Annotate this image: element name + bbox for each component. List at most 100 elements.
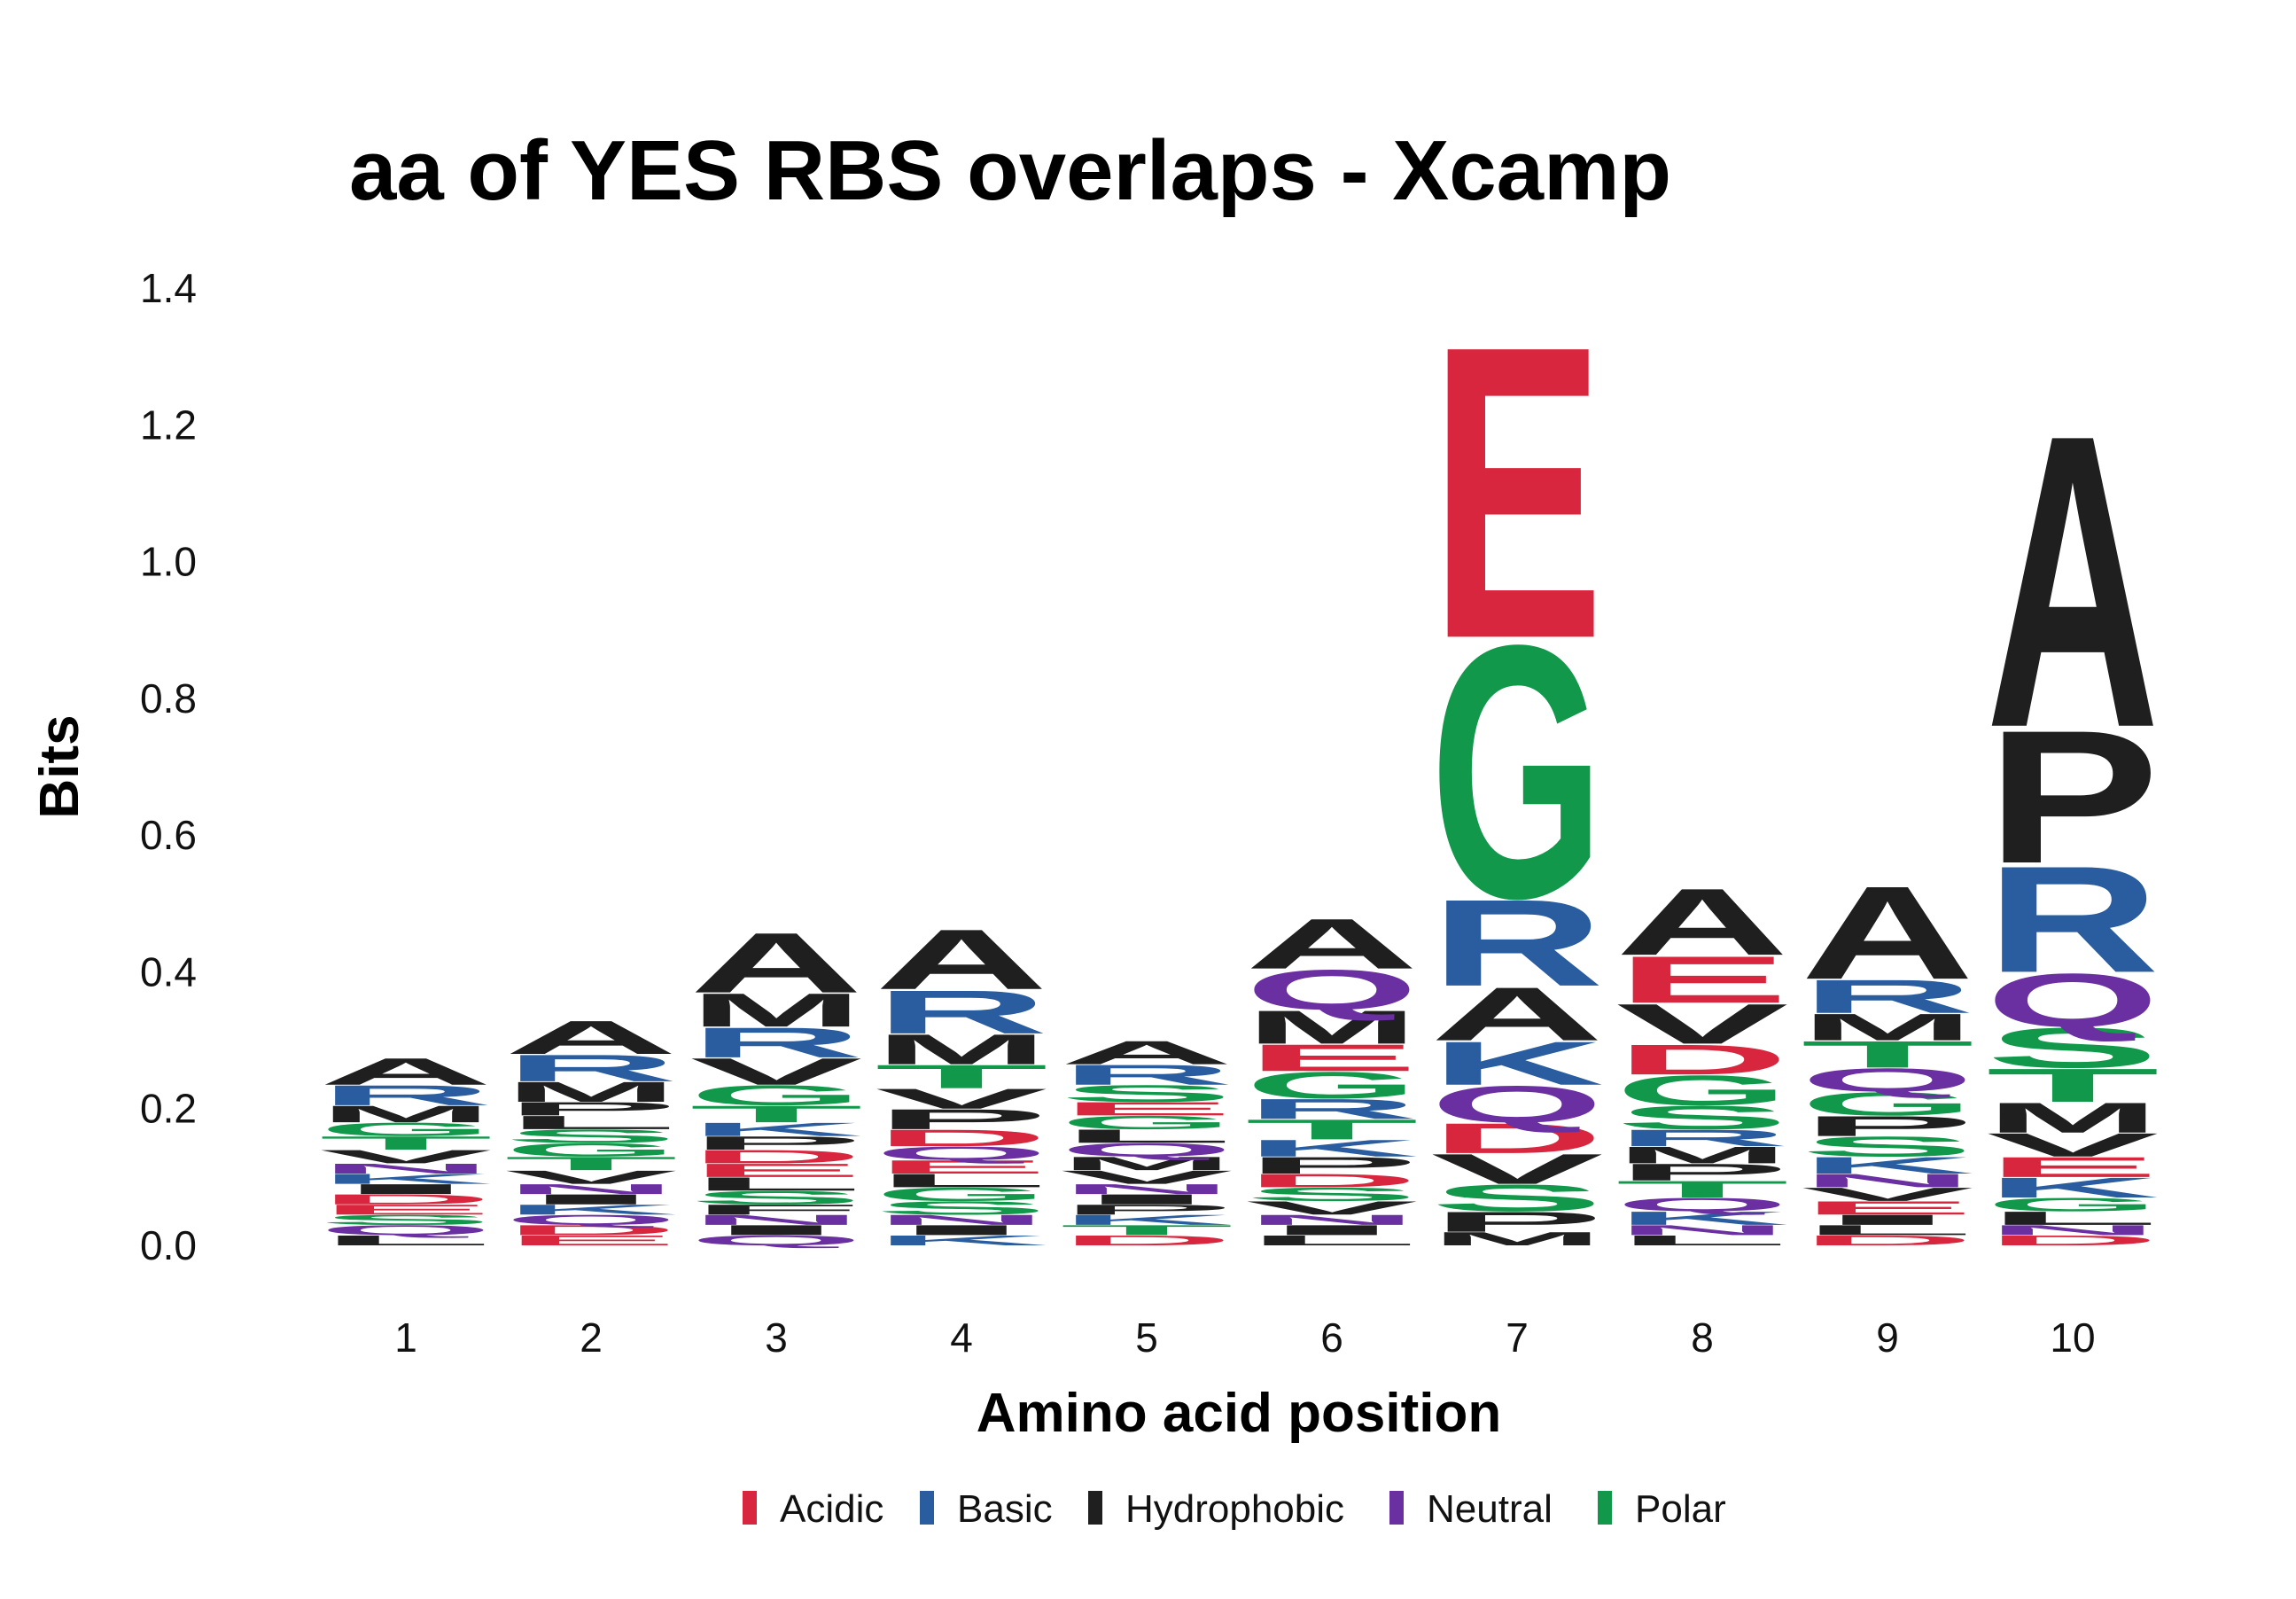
legend-swatch-polar bbox=[1598, 1491, 1612, 1525]
logo-letter-q: Q bbox=[689, 1232, 863, 1248]
x-tick-label: 8 bbox=[1691, 1314, 1714, 1361]
x-tick-label: 6 bbox=[1320, 1314, 1343, 1361]
logo-letter-q: Q bbox=[319, 1222, 493, 1238]
logo-letter-g: G bbox=[1615, 1067, 1789, 1115]
y-tick-label: 0.2 bbox=[140, 1086, 197, 1132]
logo-letter-d: D bbox=[1430, 1115, 1604, 1163]
legend-swatch-basic bbox=[920, 1491, 934, 1525]
logo-letter-l: L bbox=[875, 1170, 1048, 1191]
logo-letter-a: A bbox=[875, 912, 1048, 1007]
logo-letter-t: T bbox=[689, 1101, 863, 1127]
y-tick-label: 0.8 bbox=[140, 675, 197, 722]
legend-label: Basic bbox=[957, 1487, 1053, 1531]
logo-letter-v: V bbox=[689, 1050, 862, 1093]
logo-letter-q: Q bbox=[1986, 958, 2160, 1043]
logo-letter-r: R bbox=[1245, 1093, 1419, 1125]
y-tick-label: 0.4 bbox=[140, 948, 197, 994]
logo-letter-v: V bbox=[1801, 1183, 1973, 1205]
logo-letter-d: D bbox=[319, 1191, 493, 1207]
logo-letter-l: L bbox=[1801, 1222, 1974, 1238]
legend-label: Acidic bbox=[780, 1487, 883, 1531]
logo-letter-l: L bbox=[1245, 1232, 1419, 1248]
logo-letter-g: G bbox=[1060, 1112, 1234, 1133]
logo-letter-q: Q bbox=[504, 1212, 678, 1228]
logo-letter-k: K bbox=[1245, 1135, 1419, 1161]
legend-label: Hydrophobic bbox=[1125, 1487, 1344, 1531]
logo-letter-n: N bbox=[1801, 1170, 1974, 1191]
logo-letter-a: A bbox=[319, 1050, 493, 1093]
logo-letter-n: N bbox=[1615, 1222, 1789, 1238]
logo-letter-d: D bbox=[1801, 1232, 1974, 1248]
logo-letter-l: L bbox=[1060, 1126, 1234, 1147]
logo-letter-g: G bbox=[875, 1183, 1048, 1205]
logo-letter-g: G bbox=[1245, 1064, 1419, 1106]
logo-letter-e: E bbox=[1245, 1037, 1419, 1080]
logo-letter-p: P bbox=[1986, 691, 2160, 903]
logo-letter-s: S bbox=[504, 1126, 678, 1147]
logo-letter-r: R bbox=[1060, 1059, 1234, 1091]
logo-letter-p: P bbox=[1615, 1159, 1789, 1186]
x-axis-ticks: 1 2 3 4 5 6 7 8 9 10 bbox=[394, 1314, 2095, 1361]
x-tick-label: 9 bbox=[1876, 1314, 1899, 1361]
logo-letter-t: T bbox=[1245, 1114, 1419, 1146]
logo-letter-r: R bbox=[504, 1047, 678, 1089]
logo-letter-m: M bbox=[1430, 1228, 1604, 1250]
logo-letter-m: M bbox=[1245, 1001, 1419, 1054]
logo-letter-g: G bbox=[319, 1119, 493, 1140]
y-tick-label: 1.2 bbox=[140, 402, 197, 448]
y-tick-label: 1.4 bbox=[140, 265, 197, 311]
logo-letter-l: L bbox=[1615, 1232, 1789, 1248]
logo-letter-g: G bbox=[504, 1139, 678, 1160]
logo-letter-l: L bbox=[1986, 1208, 2160, 1229]
logo-letter-k: K bbox=[1430, 1029, 1604, 1098]
x-tick-label: 2 bbox=[580, 1314, 603, 1361]
logo-letter-m: M bbox=[504, 1076, 678, 1108]
logo-letter-r: R bbox=[1986, 835, 2160, 1004]
logo-letter-n: N bbox=[875, 1212, 1048, 1228]
logo-letter-t: T bbox=[1615, 1176, 1789, 1203]
logo-letter-d: D bbox=[875, 1125, 1048, 1151]
y-axis-ticks: 0.0 0.2 0.4 0.6 0.8 1.0 1.2 1.4 bbox=[140, 265, 197, 1268]
logo-letter-k: K bbox=[689, 1119, 863, 1140]
logo-letter-e: E bbox=[689, 1160, 863, 1182]
logo-letter-s: S bbox=[1986, 1016, 2160, 1080]
logo-letter-d: D bbox=[1060, 1232, 1234, 1248]
logo-letter-m: M bbox=[1060, 1153, 1234, 1174]
x-tick-label: 5 bbox=[1135, 1314, 1158, 1361]
logo-letter-l: L bbox=[689, 1174, 863, 1195]
logo-letter-v: V bbox=[1615, 992, 1788, 1056]
y-tick-label: 1.0 bbox=[140, 539, 197, 585]
logo-letter-q: Q bbox=[1801, 1062, 1974, 1099]
logo-letter-e: E bbox=[1986, 1151, 2160, 1183]
logo-letter-g: G bbox=[1986, 1194, 2160, 1215]
logo-letter-e: E bbox=[1060, 1098, 1234, 1119]
logo-letter-a: A bbox=[1615, 869, 1789, 975]
logo-letter-a: A bbox=[1801, 859, 1974, 1007]
logo-letter-g: G bbox=[1801, 1086, 1974, 1123]
legend-swatch-acidic bbox=[743, 1491, 757, 1525]
logo-letter-i: I bbox=[504, 1191, 678, 1207]
logo-letter-t: T bbox=[875, 1058, 1048, 1096]
logo-letter-p: P bbox=[1430, 1206, 1604, 1238]
logo-letter-m: M bbox=[319, 1101, 493, 1127]
legend-label: Neutral bbox=[1427, 1487, 1553, 1531]
logo-letter-a: A bbox=[1245, 904, 1419, 984]
logo-letter-n: N bbox=[689, 1212, 863, 1228]
y-tick-label: 0.0 bbox=[140, 1222, 197, 1268]
logo-letter-l: L bbox=[504, 1112, 678, 1134]
logo-letter-m: M bbox=[1615, 1142, 1789, 1168]
logo-letter-n: N bbox=[1986, 1222, 2160, 1238]
logo-letter-r: R bbox=[1615, 1125, 1789, 1151]
x-tick-label: 4 bbox=[950, 1314, 973, 1361]
y-tick-label: 0.6 bbox=[140, 812, 197, 858]
logo-letter-t: T bbox=[1060, 1222, 1234, 1238]
logo-letter-a: A bbox=[1430, 971, 1604, 1057]
logo-letter-a: A bbox=[689, 916, 863, 1010]
